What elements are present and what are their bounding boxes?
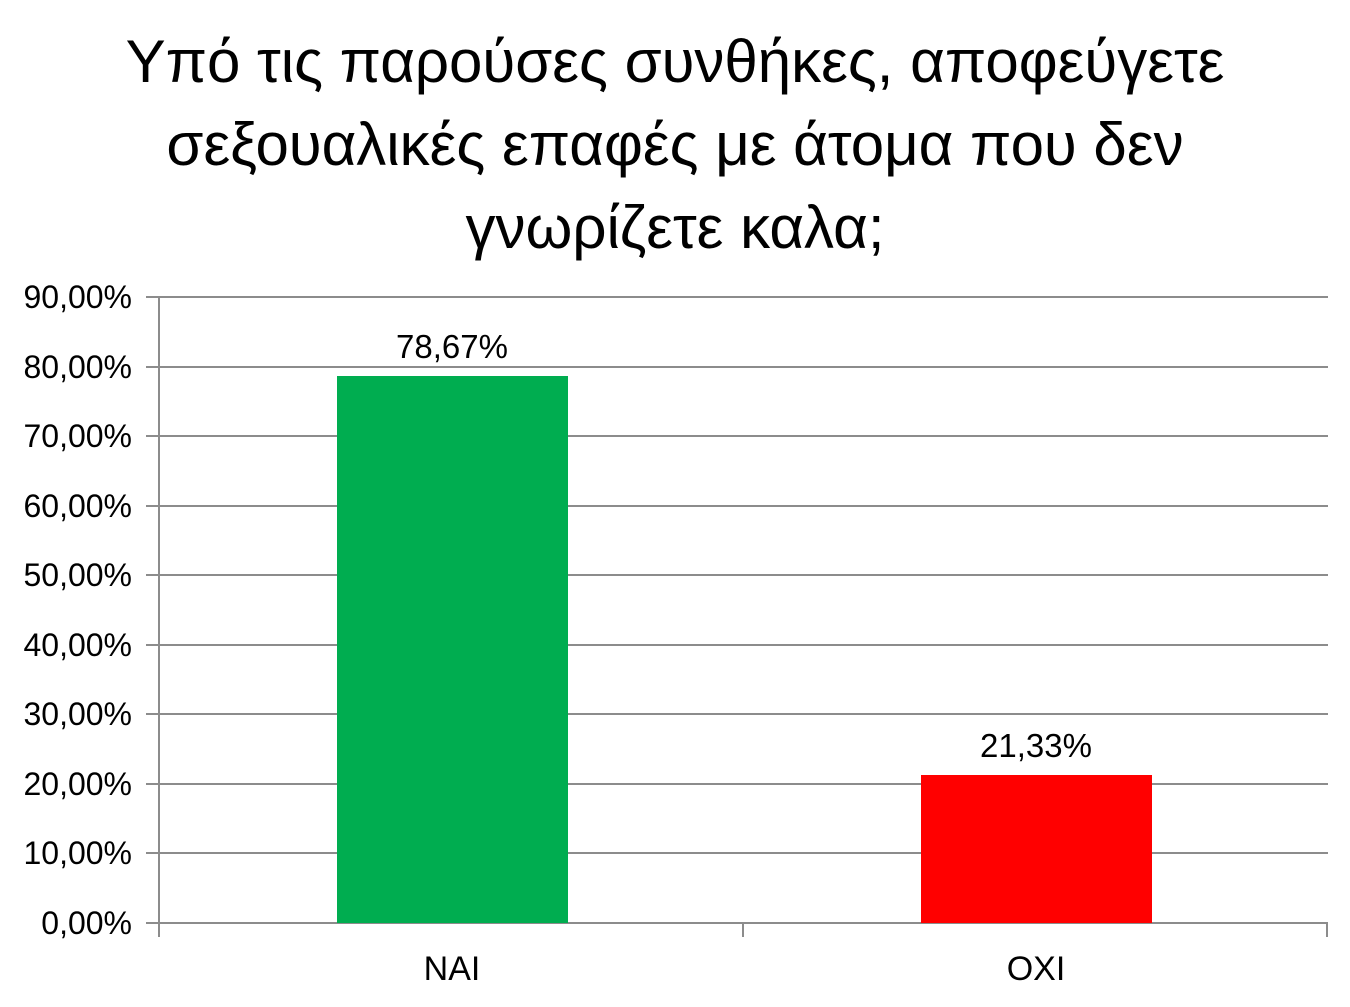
- gridline: [160, 504, 1328, 507]
- y-axis-tick-label: 40,00%: [23, 626, 132, 663]
- chart-title-line-2: σεξουαλικές επαφές με άτομα που δεν: [166, 111, 1184, 178]
- x-axis-category-label: ΝΑΙ: [423, 950, 481, 988]
- y-axis-tick-label: 70,00%: [23, 418, 132, 455]
- chart-title-line-3: γνωρίζετε καλα;: [465, 194, 885, 261]
- y-axis-tick: [146, 435, 160, 438]
- y-axis-tick-label: 20,00%: [23, 765, 132, 802]
- bar: [336, 375, 568, 923]
- y-axis-tick: [146, 643, 160, 646]
- gridline: [160, 435, 1328, 438]
- y-axis-tick-label: 10,00%: [23, 835, 132, 872]
- y-axis-tick-label: 80,00%: [23, 348, 132, 385]
- y-axis-tick-label: 90,00%: [23, 279, 132, 315]
- y-axis-tick: [146, 782, 160, 785]
- gridline: [160, 782, 1328, 785]
- y-axis-line: [158, 297, 160, 937]
- y-axis-tick: [146, 852, 160, 855]
- bar-value-label: 78,67%: [396, 327, 508, 365]
- bar: [920, 774, 1152, 923]
- y-axis-tick: [146, 365, 160, 368]
- gridline: [160, 713, 1328, 716]
- chart-title-line-1: Υπό τις παρούσες συνθήκες, αποφεύγετε: [125, 28, 1225, 95]
- x-axis-category-label: ΟΧΙ: [1006, 950, 1066, 988]
- gridline: [160, 365, 1328, 368]
- y-axis-tick-label: 50,00%: [23, 557, 132, 594]
- gridline: [160, 852, 1328, 855]
- y-axis-tick: [146, 922, 160, 924]
- gridline: [160, 643, 1328, 646]
- gridline: [160, 574, 1328, 577]
- chart-title: Υπό τις παρούσες συνθήκες, αποφεύγετε σε…: [0, 20, 1350, 269]
- x-axis-tick: [1326, 923, 1328, 937]
- x-axis-line: [160, 922, 1328, 924]
- y-axis-tick: [146, 713, 160, 716]
- x-axis-tick: [742, 923, 744, 937]
- y-axis-tick: [146, 296, 160, 298]
- y-axis-tick: [146, 574, 160, 577]
- y-axis-tick-label: 30,00%: [23, 696, 132, 733]
- bar-value-label: 21,33%: [980, 726, 1092, 764]
- gridline: [160, 296, 1328, 298]
- x-axis-tick: [158, 923, 160, 937]
- y-axis-tick: [146, 504, 160, 507]
- y-axis-tick-label: 0,00%: [41, 905, 132, 941]
- y-axis-tick-label: 60,00%: [23, 487, 132, 524]
